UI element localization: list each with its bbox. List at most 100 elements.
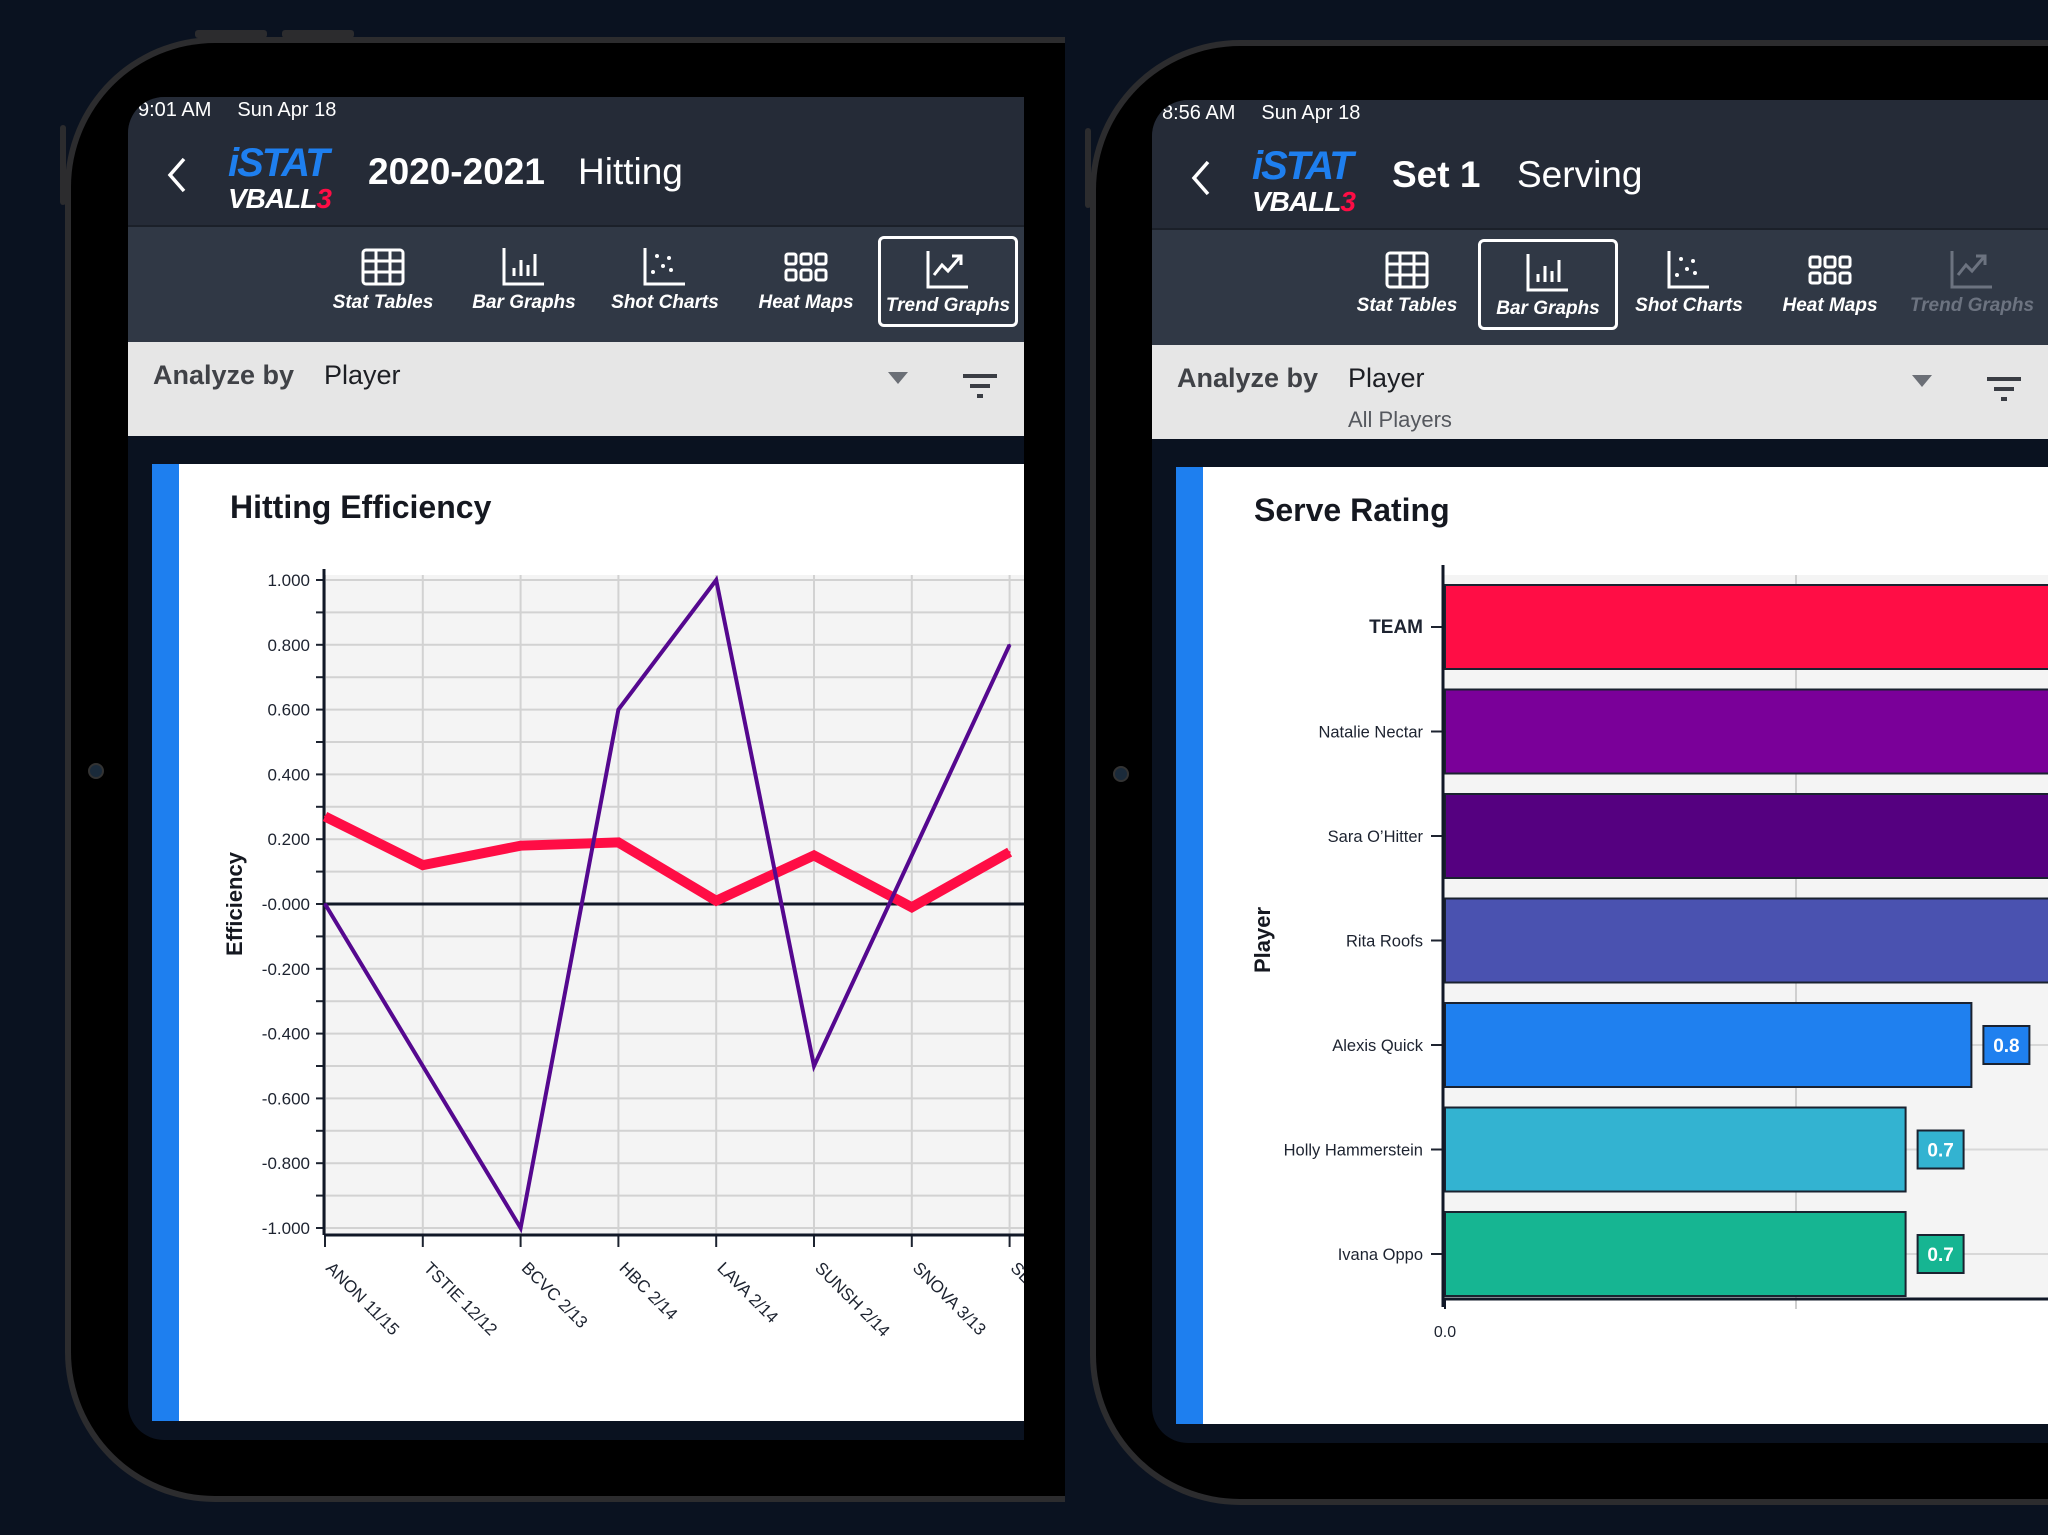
bar-graph-icon bbox=[502, 248, 544, 286]
data-point bbox=[910, 906, 913, 909]
back-button[interactable] bbox=[160, 153, 200, 197]
y-tick-label: 0.200 bbox=[267, 830, 310, 849]
logo-vball: VBALL3 bbox=[1252, 188, 1378, 218]
data-point bbox=[1008, 851, 1011, 854]
analyze-by-bar: Analyze by Player bbox=[128, 342, 1024, 436]
tab-trend-graphs[interactable]: Trend Graphs bbox=[1902, 239, 2042, 330]
status-time: 8:56 AM bbox=[1162, 102, 1236, 124]
analyze-by-select[interactable]: Player bbox=[1348, 363, 1425, 393]
data-point bbox=[715, 899, 718, 902]
tab-heat-maps[interactable]: Heat Maps bbox=[736, 236, 876, 327]
back-button[interactable] bbox=[1184, 156, 1224, 200]
chevron-left-icon bbox=[1191, 160, 1210, 196]
y-tick-label: -0.400 bbox=[262, 1025, 310, 1044]
tab-stat-tables[interactable]: Stat Tables bbox=[313, 236, 453, 327]
y-axis-label: Efficiency bbox=[222, 851, 247, 956]
bar-chart: TEAM Natalie Nectar Sara O’Hitter Rita Roof… bbox=[1250, 565, 2048, 1341]
x-tick-label: LAVA 2/14 bbox=[713, 1258, 781, 1326]
status-date: Sun Apr 18 bbox=[1261, 102, 1361, 124]
app-header: 9:01 AM Sun Apr 18 iSTAT VBALL3 2020-2021 Hit… bbox=[128, 97, 1024, 225]
dropdown-caret-icon[interactable] bbox=[1912, 375, 1932, 387]
tab-label: Shot Charts bbox=[1635, 295, 1743, 316]
tab-heat-maps[interactable]: Heat Maps bbox=[1760, 239, 1900, 330]
chart-title: Hitting Efficiency bbox=[230, 489, 492, 525]
category-label: Sara O’Hitter bbox=[1328, 828, 1424, 846]
filter-button[interactable] bbox=[1984, 373, 2024, 407]
logo-vball-text: VBALL bbox=[228, 183, 317, 214]
heat-map-icon bbox=[1808, 255, 1852, 285]
tab-bar-graphs[interactable]: Bar Graphs bbox=[454, 236, 594, 327]
analyze-by-bar: Analyze by Player All Players bbox=[1152, 345, 2048, 439]
side-button bbox=[1085, 128, 1091, 208]
bar[interactable] bbox=[1444, 793, 2048, 879]
value-label-box bbox=[1916, 1234, 1965, 1274]
card-accent-strip bbox=[152, 464, 179, 1421]
data-point bbox=[519, 1227, 522, 1229]
data-point bbox=[910, 854, 913, 857]
y-tick-label: -0.800 bbox=[262, 1154, 310, 1173]
page-title: 2020-2021 bbox=[368, 151, 545, 192]
card-accent-strip bbox=[1176, 467, 1203, 1424]
data-point bbox=[617, 841, 620, 844]
x-tick-label: HBC 2/14 bbox=[616, 1258, 682, 1324]
data-point bbox=[519, 844, 522, 847]
camera-icon bbox=[88, 763, 104, 779]
line-chart: ANON 11/15 TSTIE 12/12 BCVC 2/13 HBC 2/14 LA… bbox=[222, 569, 1024, 1341]
logo-vball: VBALL3 bbox=[228, 185, 354, 215]
bar[interactable] bbox=[1444, 584, 2048, 670]
dropdown-caret-icon[interactable] bbox=[888, 372, 908, 384]
analyze-by-label: Analyze by bbox=[1177, 363, 1319, 393]
tab-shot-charts[interactable]: Shot Charts bbox=[1619, 239, 1759, 330]
volume-button bbox=[195, 30, 267, 38]
data-point bbox=[813, 1065, 815, 1067]
tab-stat-tables[interactable]: Stat Tables bbox=[1337, 239, 1477, 330]
filter-button[interactable] bbox=[960, 370, 1000, 404]
screen-hitting-trend: 9:01 AM Sun Apr 18 iSTAT VBALL3 2020-2021 Hit… bbox=[128, 97, 1024, 1440]
bar[interactable] bbox=[1444, 897, 2048, 984]
tab-bar-graphs[interactable]: Bar Graphs bbox=[1478, 239, 1618, 330]
bar[interactable] bbox=[1444, 1106, 1907, 1193]
y-axis-label: Player bbox=[1250, 907, 1275, 973]
y-tick-label: -0.000 bbox=[262, 895, 310, 914]
status-date: Sun Apr 18 bbox=[237, 99, 337, 121]
data-point bbox=[1008, 643, 1011, 646]
screen-serving-bar: 8:56 AM Sun Apr 18 iSTAT VBALL3 Set 1 Serving… bbox=[1152, 100, 2048, 1443]
y-tick-label: -0.600 bbox=[262, 1089, 310, 1108]
tab-trend-graphs[interactable]: Trend Graphs bbox=[878, 236, 1018, 327]
y-tick-label: -1.000 bbox=[262, 1219, 310, 1238]
data-point bbox=[813, 854, 815, 857]
x-tick-label: SNOVA 3/13 bbox=[909, 1258, 990, 1339]
x-tick-label: ANON 11/15 bbox=[322, 1258, 403, 1339]
data-point bbox=[324, 903, 326, 905]
trend-graph-icon bbox=[1950, 251, 1992, 289]
value-label: 0.7 bbox=[1927, 1245, 1953, 1266]
tab-label: Trend Graphs bbox=[885, 295, 1011, 316]
data-point bbox=[715, 579, 718, 581]
trend-graph-icon bbox=[926, 251, 968, 289]
tab-label: Stat Tables bbox=[332, 292, 434, 313]
logo-vball-text: VBALL bbox=[1252, 186, 1341, 217]
series-line-0 bbox=[322, 812, 1013, 913]
data-point bbox=[617, 708, 620, 711]
status-bar: 9:01 AM Sun Apr 18 bbox=[138, 99, 362, 122]
bar[interactable] bbox=[1444, 1211, 1907, 1297]
camera-icon bbox=[1113, 766, 1129, 782]
bar[interactable] bbox=[1444, 688, 2048, 775]
tab-label: Shot Charts bbox=[611, 292, 719, 313]
status-bar: 8:56 AM Sun Apr 18 bbox=[1162, 102, 1386, 125]
logo-istat: iSTAT bbox=[1252, 144, 1354, 188]
bar[interactable] bbox=[1444, 1002, 1973, 1088]
analyze-by-select[interactable]: Player bbox=[324, 360, 401, 390]
app-header: 8:56 AM Sun Apr 18 iSTAT VBALL3 Set 1 Serving bbox=[1152, 100, 2048, 228]
data-point bbox=[421, 1065, 424, 1067]
analyze-by-filter-summary: All Players bbox=[1348, 407, 1452, 432]
logo-istat: iSTAT bbox=[228, 141, 330, 185]
tab-shot-charts[interactable]: Shot Charts bbox=[595, 236, 735, 327]
heat-map-icon bbox=[784, 252, 828, 282]
filter-icon bbox=[1987, 377, 2021, 401]
value-label: 0.8 bbox=[1993, 1036, 2019, 1057]
istat-vball3-logo: iSTAT VBALL3 bbox=[228, 143, 354, 215]
value-label-box bbox=[1916, 1129, 1965, 1170]
tab-label: Bar Graphs bbox=[1496, 298, 1600, 319]
value-label: 0.7 bbox=[1927, 1141, 1953, 1162]
